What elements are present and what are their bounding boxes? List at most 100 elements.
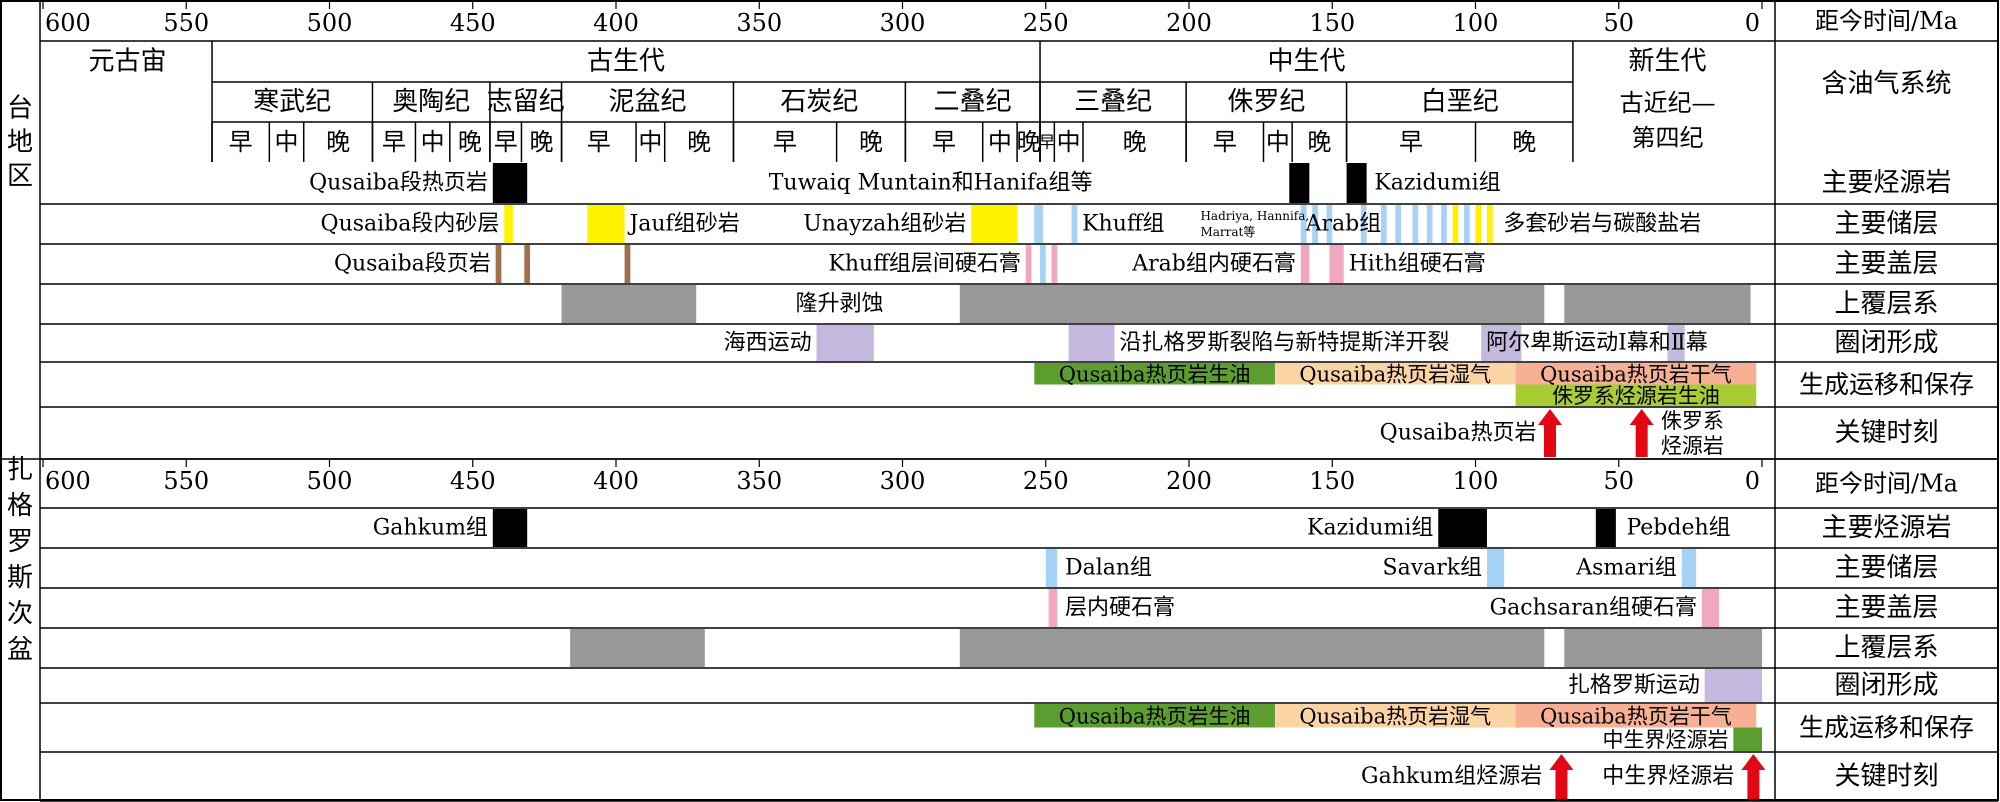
epoch-label: 中 xyxy=(638,128,662,156)
event-label: Qusaiba热页岩生油 xyxy=(1059,362,1251,386)
event-bar xyxy=(1289,163,1310,203)
axis-tick-label: 500 xyxy=(307,467,353,495)
axis-tick-label: 50 xyxy=(1603,467,1634,495)
row-label: 上覆层系 xyxy=(1834,289,1938,319)
event-label: 扎格罗斯运动 xyxy=(1568,673,1700,698)
row-label: 主要盖层 xyxy=(1834,249,1938,279)
region-label-char: 斯 xyxy=(7,563,33,593)
event-bar xyxy=(1438,509,1487,547)
event-label: Gahkum组 xyxy=(373,516,488,541)
key-moment-arrow xyxy=(1549,754,1574,799)
period-label: 侏罗纪 xyxy=(1227,87,1305,117)
event-bar xyxy=(1329,245,1344,283)
epoch-label: 早 xyxy=(932,128,956,156)
event-bar xyxy=(1300,205,1307,243)
event-bar xyxy=(1326,205,1333,243)
period-label: 石炭纪 xyxy=(780,87,858,117)
event-bar xyxy=(1051,245,1058,283)
eon-label: 中生代 xyxy=(1267,47,1345,77)
axis-tick-label: 300 xyxy=(880,467,926,495)
event-bar xyxy=(1681,549,1697,587)
event-bar xyxy=(1595,509,1616,547)
row-label: 上覆层系 xyxy=(1834,633,1938,663)
khuff-subscript: Hadriya, Hannifa, xyxy=(1200,209,1309,223)
region-label-char: 罗 xyxy=(7,527,33,557)
event-label: Hith组硬石膏 xyxy=(1349,252,1486,277)
event-bar xyxy=(1704,669,1762,702)
event-label: Gahkum组烃源岩 xyxy=(1361,764,1542,789)
period-label: 志留纪 xyxy=(487,87,565,117)
event-bar xyxy=(1464,205,1470,243)
axis-tick-label: 600 xyxy=(45,467,91,495)
row-label: 主要烃源岩 xyxy=(1821,168,1951,198)
event-label: 层内硬石膏 xyxy=(1065,596,1175,621)
event-bar xyxy=(1667,325,1685,361)
period-label: 白垩纪 xyxy=(1421,87,1499,117)
eon-label: 新生代 xyxy=(1628,47,1706,77)
region-label-char: 台 xyxy=(7,94,33,124)
eon-label: 古生代 xyxy=(587,47,665,77)
epoch-label: 早 xyxy=(1039,133,1055,152)
period-label: 二叠纪 xyxy=(934,87,1012,117)
event-label: Pebdeh组 xyxy=(1626,516,1730,541)
period-label: 三叠纪 xyxy=(1074,87,1152,117)
event-bar xyxy=(1481,325,1522,361)
event-bar xyxy=(1034,363,1275,385)
axis-tick-label: 550 xyxy=(163,9,209,37)
region-label-char: 扎 xyxy=(7,455,33,485)
axis-tick-label: 0 xyxy=(1745,9,1760,37)
event-label: 中生界烃源岩 xyxy=(1602,728,1728,752)
event-bar xyxy=(1701,589,1720,627)
epoch-label: 早 xyxy=(773,128,797,156)
event-label: Arab组内硬石膏 xyxy=(1131,252,1296,277)
axis-unit-label: 距今时间/Ma xyxy=(1815,470,1958,498)
axis-tick-label: 0 xyxy=(1745,467,1760,495)
epoch-label: 中 xyxy=(1057,128,1081,156)
event-bar xyxy=(1475,205,1482,243)
region-label-char: 次 xyxy=(7,599,33,629)
event-bar xyxy=(959,285,1545,323)
event-bar xyxy=(504,205,513,243)
axis-tick-label: 350 xyxy=(736,9,782,37)
region-label-char: 盆 xyxy=(7,635,33,665)
event-bar xyxy=(1040,245,1046,283)
event-bar xyxy=(1274,363,1516,385)
event-bar xyxy=(524,245,531,283)
event-label: Arab组 xyxy=(1305,212,1382,237)
event-label: Tuwaiq Muntain和Hanifa组等 xyxy=(769,171,1093,196)
system-header-label: 含油气系统 xyxy=(1821,69,1951,99)
axis-tick-label: 400 xyxy=(593,467,639,495)
event-label: 海西运动 xyxy=(724,331,812,356)
cenozoic-period-label: 第四纪 xyxy=(1631,124,1703,152)
event-bar xyxy=(1515,384,1757,406)
row-label: 生成运移和保存 xyxy=(1799,370,1974,399)
row-label: 关键时刻 xyxy=(1834,762,1938,792)
axis-tick-label: 450 xyxy=(450,9,496,37)
event-label: Qusaiba热页岩干气 xyxy=(1540,704,1732,728)
event-label: Dalan组 xyxy=(1065,556,1152,581)
event-label: 烃源岩 xyxy=(1661,434,1724,458)
event-label: Qusaiba热页岩湿气 xyxy=(1299,362,1491,386)
axis-unit-label: 距今时间/Ma xyxy=(1815,7,1958,35)
event-bar xyxy=(587,205,625,243)
event-bar xyxy=(959,629,1545,667)
event-label: Khuff组 xyxy=(1082,212,1164,237)
region-label-char: 区 xyxy=(7,162,33,192)
event-bar xyxy=(1360,205,1367,243)
row-label: 主要烃源岩 xyxy=(1821,513,1951,543)
axis-tick-label: 350 xyxy=(736,467,782,495)
epoch-label: 晚 xyxy=(326,128,350,156)
event-bar xyxy=(1564,285,1751,323)
epoch-label: 晚 xyxy=(1512,128,1536,156)
event-bar xyxy=(1515,363,1757,385)
axis-tick-label: 250 xyxy=(1023,467,1069,495)
epoch-label: 早 xyxy=(1213,128,1237,156)
event-bar xyxy=(1300,245,1310,283)
event-label: Kazidumi组 xyxy=(1307,516,1433,541)
event-bar xyxy=(495,245,502,283)
event-label: 多套砂岩与碳酸盐岩 xyxy=(1503,212,1701,237)
event-label: Qusaiba段内砂层 xyxy=(321,212,500,237)
event-bar xyxy=(1486,205,1493,243)
axis-tick-label: 100 xyxy=(1453,467,1499,495)
